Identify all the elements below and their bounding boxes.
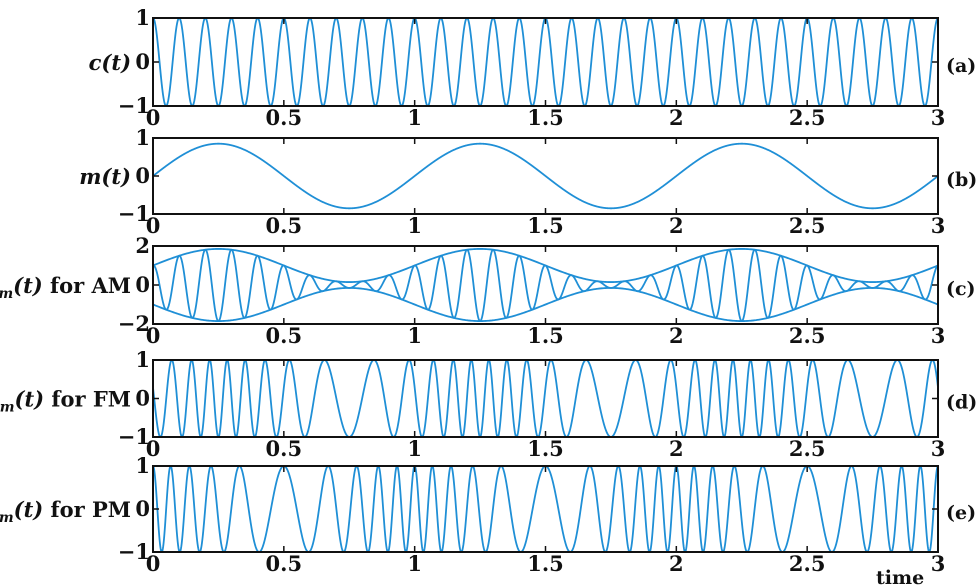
lower-envelope-line	[152, 287, 939, 322]
y-axis-label: cm(t) for AM	[0, 273, 131, 302]
upper-envelope-line	[152, 248, 939, 283]
x-tick-label: 0	[146, 551, 161, 576]
y-tick-label: 1	[135, 5, 150, 30]
panel-e: 00.511.522.53−101cm(t) for PM(e)	[0, 453, 976, 576]
x-tick-label: 0	[146, 323, 161, 348]
x-tick-label: 0.5	[266, 105, 303, 130]
panel-tag: (d)	[946, 392, 976, 414]
x-tick-label: 1.5	[527, 323, 564, 348]
x-tick-label: 2	[669, 213, 684, 238]
ylabel-paren: (t)	[14, 497, 44, 522]
x-tick-label: 2.5	[789, 436, 826, 461]
ylabel-subscript: m	[0, 510, 14, 526]
x-tick-label: 0.5	[266, 213, 303, 238]
x-axis-label: time	[876, 567, 924, 588]
ylabel-suffix: for AM	[43, 273, 131, 298]
x-tick-label: 0.5	[266, 436, 303, 461]
y-axis-label: cm(t) for PM	[0, 497, 131, 526]
panel-tag: (e)	[946, 502, 976, 524]
plot-frame	[152, 17, 939, 107]
y-tick-label: 2	[135, 233, 150, 258]
x-tick-label: 2	[669, 105, 684, 130]
ylabel-suffix: for PM	[43, 497, 131, 522]
x-tick-label: 2.5	[789, 551, 826, 576]
x-tick-label: 1	[407, 213, 422, 238]
y-axis-label: m(t)	[79, 164, 131, 189]
x-tick-label: 3	[931, 323, 946, 348]
panel-c: 00.511.522.53−202cm(t) for AM(c)	[0, 233, 976, 348]
x-tick-label: 1	[407, 436, 422, 461]
series-line	[152, 17, 939, 107]
x-tick-label: 3	[931, 213, 946, 238]
panel-tag: (b)	[946, 169, 976, 191]
panel-tag: (a)	[946, 55, 976, 77]
ylabel-subscript: m	[0, 400, 15, 416]
y-tick-label: 1	[135, 453, 150, 478]
x-tick-label: 2	[669, 323, 684, 348]
x-tick-label: 3	[931, 436, 946, 461]
x-tick-label: 2	[669, 551, 684, 576]
x-tick-label: 0	[146, 436, 161, 461]
x-tick-label: 2.5	[789, 323, 826, 348]
x-tick-label: 1	[407, 323, 422, 348]
y-tick-label: 0	[135, 496, 150, 521]
ylabel-paren: (t)	[15, 387, 45, 412]
ylabel-suffix: for FM	[44, 387, 131, 412]
plot-frame	[152, 245, 939, 325]
x-tick-label: 2	[669, 436, 684, 461]
y-tick-label: −2	[118, 311, 150, 336]
y-tick-label: −1	[118, 424, 150, 449]
x-tick-label: 1.5	[527, 551, 564, 576]
y-axis-label: c(t)	[89, 50, 131, 75]
x-tick-label: 0	[146, 105, 161, 130]
x-tick-label: 2.5	[789, 105, 826, 130]
x-tick-label: 1.5	[527, 213, 564, 238]
y-tick-label: 0	[135, 386, 150, 411]
x-tick-label: 1.5	[527, 105, 564, 130]
y-tick-label: 0	[135, 163, 150, 188]
ylabel-paren: (t)	[13, 273, 43, 298]
series-line	[152, 142, 939, 210]
panel-d: 00.511.522.53−101cm(t) for FM(d)	[0, 347, 976, 461]
y-tick-label: 1	[135, 125, 150, 150]
y-axis-label: cm(t) for FM	[0, 387, 131, 416]
series-line	[152, 359, 939, 438]
y-tick-label: −1	[118, 201, 150, 226]
y-tick-label: 0	[135, 49, 150, 74]
series-line	[152, 465, 939, 553]
x-tick-label: 1	[407, 551, 422, 576]
x-tick-label: 3	[931, 551, 946, 576]
panel-tag: (c)	[946, 278, 976, 300]
x-tick-label: 0	[146, 213, 161, 238]
y-tick-label: −1	[118, 539, 150, 564]
x-tick-label: 3	[931, 105, 946, 130]
x-tick-label: 1	[407, 105, 422, 130]
y-tick-label: 1	[135, 347, 150, 372]
x-tick-label: 1.5	[527, 436, 564, 461]
y-tick-label: 0	[135, 272, 150, 297]
x-tick-label: 0.5	[266, 551, 303, 576]
y-tick-label: −1	[118, 93, 150, 118]
x-tick-label: 2.5	[789, 213, 826, 238]
ylabel-subscript: m	[0, 286, 13, 302]
x-tick-label: 0.5	[266, 323, 303, 348]
